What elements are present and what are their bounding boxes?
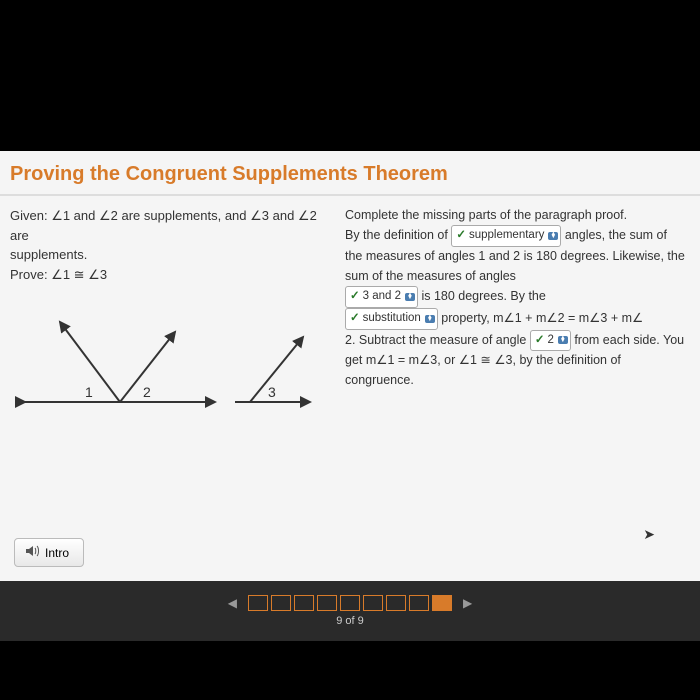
content-columns: Given: ∠1 and ∠2 are supplements, and ∠3… bbox=[0, 206, 700, 437]
dropdown-substitution[interactable]: ✓ substitution ▲▼ bbox=[345, 308, 438, 330]
intro-label: Intro bbox=[45, 546, 69, 560]
check-icon: ✓ bbox=[456, 227, 466, 245]
divider bbox=[0, 194, 700, 196]
nav-page-6[interactable] bbox=[363, 595, 383, 611]
nav-page-2[interactable] bbox=[271, 595, 291, 611]
nav-page-4[interactable] bbox=[317, 595, 337, 611]
lesson-panel: Proving the Congruent Supplements Theore… bbox=[0, 151, 700, 581]
nav-page-1[interactable] bbox=[248, 595, 268, 611]
stepper-icon: ▲▼ bbox=[405, 293, 415, 301]
given-label: Given: bbox=[10, 208, 51, 223]
speaker-icon bbox=[25, 545, 39, 560]
dropdown-value: 2 bbox=[547, 332, 553, 350]
dropdown-angles[interactable]: ✓ 3 and 2 ▲▼ bbox=[345, 286, 418, 308]
nav-page-3[interactable] bbox=[294, 595, 314, 611]
angle-label-3: 3 bbox=[268, 384, 276, 400]
nav-boxes: ◀ ▶ bbox=[220, 595, 480, 611]
dropdown-value: supplementary bbox=[469, 227, 544, 245]
page-title: Proving the Congruent Supplements Theore… bbox=[0, 151, 700, 194]
check-icon: ✓ bbox=[350, 288, 360, 306]
intro-button[interactable]: Intro bbox=[14, 538, 84, 567]
prove-line: Prove: ∠1 ≅ ∠3 bbox=[10, 267, 107, 282]
check-icon: ✓ bbox=[535, 332, 545, 350]
nav-counter: 9 of 9 bbox=[336, 615, 364, 627]
nav-next-icon[interactable]: ▶ bbox=[455, 596, 480, 610]
proof-intro: Complete the missing parts of the paragr… bbox=[345, 206, 685, 225]
proof-text-3a: is 180 degrees. By the bbox=[421, 289, 545, 303]
check-icon: ✓ bbox=[350, 310, 360, 328]
stepper-icon: ▲▼ bbox=[558, 336, 568, 344]
nav-page-7[interactable] bbox=[386, 595, 406, 611]
stepper-icon: ▲▼ bbox=[548, 232, 558, 240]
cursor-icon: ➤ bbox=[643, 526, 655, 543]
navigation-bar: ◀ ▶ 9 of 9 bbox=[0, 581, 700, 641]
left-column: Given: ∠1 and ∠2 are supplements, and ∠3… bbox=[10, 206, 345, 437]
given-line1: ∠1 and ∠2 are supplements, and ∠3 and ∠2… bbox=[10, 208, 317, 243]
nav-page-8[interactable] bbox=[409, 595, 429, 611]
proof-text-3b: property, m∠1 + m∠2 = m∠3 + m∠ bbox=[441, 311, 643, 325]
stepper-icon: ▲▼ bbox=[425, 315, 435, 323]
dropdown-supplementary[interactable]: ✓ supplementary ▲▼ bbox=[451, 225, 561, 247]
given-text: Given: ∠1 and ∠2 are supplements, and ∠3… bbox=[10, 206, 333, 284]
nav-page-9[interactable] bbox=[432, 595, 452, 611]
proof-text-2a: By the definition of bbox=[345, 229, 451, 243]
angle-figure: 1 2 3 bbox=[10, 302, 333, 437]
dropdown-value: substitution bbox=[363, 310, 421, 328]
angle-label-2: 2 bbox=[143, 384, 151, 400]
nav-page-5[interactable] bbox=[340, 595, 360, 611]
given-line2: supplements. bbox=[10, 247, 87, 262]
proof-text-4a: 2. Subtract the measure of angle bbox=[345, 333, 530, 347]
nav-prev-icon[interactable]: ◀ bbox=[220, 596, 245, 610]
proof-body: By the definition of ✓ supplementary ▲▼ … bbox=[345, 225, 685, 390]
dropdown-angle2[interactable]: ✓ 2 ▲▼ bbox=[530, 330, 571, 352]
angle-label-1: 1 bbox=[85, 384, 93, 400]
dropdown-value: 3 and 2 bbox=[363, 288, 401, 306]
right-column: Complete the missing parts of the paragr… bbox=[345, 206, 685, 437]
